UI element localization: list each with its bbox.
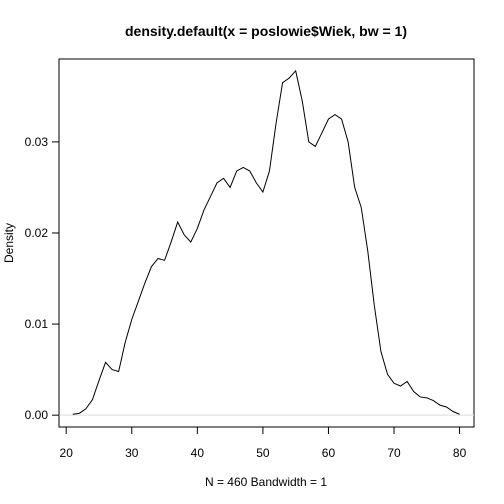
x-tick-label: 40: [191, 446, 205, 460]
x-tick-label: 50: [256, 446, 270, 460]
x-axis: 20 30 40 50 60 70 80: [60, 426, 467, 460]
chart-title: density.default(x = poslowie$Wiek, bw = …: [125, 23, 407, 39]
density-curve: [72, 69, 460, 415]
x-tick-label: 70: [387, 446, 401, 460]
y-tick-label: 0.02: [25, 226, 49, 240]
plot-frame: [58, 58, 475, 428]
plot-area: [59, 69, 474, 416]
x-tick-label: 30: [125, 446, 139, 460]
x-tick-label: 20: [60, 446, 74, 460]
x-tick-label: 60: [322, 446, 336, 460]
y-axis-label: Density: [2, 223, 16, 263]
x-tick-label: 80: [453, 446, 467, 460]
y-tick-label: 0.01: [25, 317, 49, 331]
x-axis-label: N = 460 Bandwidth = 1: [205, 475, 327, 489]
y-tick-label: 0.00: [25, 408, 49, 422]
y-axis: 0.00 0.01 0.02 0.03: [25, 135, 60, 422]
y-tick-label: 0.03: [25, 135, 49, 149]
